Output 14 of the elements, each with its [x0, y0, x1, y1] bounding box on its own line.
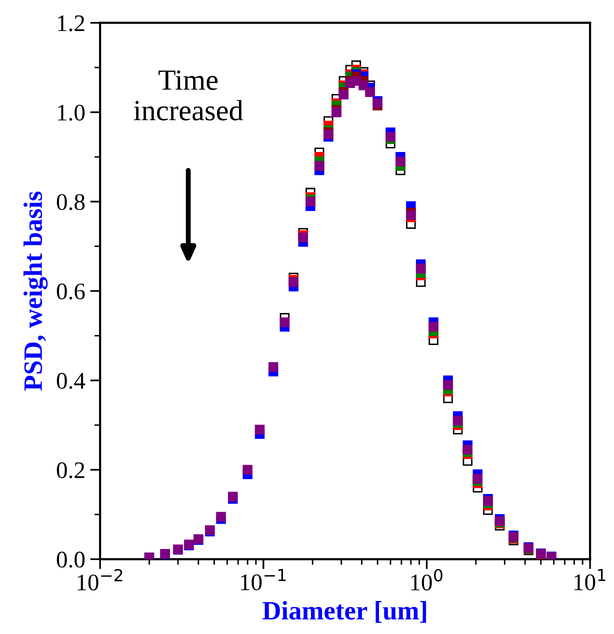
y-tick-label: 0.0	[56, 552, 85, 568]
annotation: Time increased	[134, 70, 243, 120]
x-tick-label: 10$^{1}$	[574, 568, 606, 590]
y-axis-title: PSD, weight basis	[24, 192, 48, 391]
y-tick-label: 0.2	[56, 462, 84, 478]
x-tick-label: 10$^{−1}$	[241, 568, 286, 590]
x-tick-label: 10$^{−2}$	[78, 568, 122, 591]
y-tick-label: 0.8	[56, 194, 85, 210]
y-tick-label: 0.4	[56, 372, 86, 389]
x-tick-label: 10$^{0}$	[411, 568, 442, 591]
y-tick-label: 1.2	[58, 15, 84, 32]
y-tick-label: 0.6	[56, 283, 85, 300]
x-axis-title: Diameter [um]	[262, 601, 426, 623]
y-tick-label: 1.0	[58, 104, 85, 121]
